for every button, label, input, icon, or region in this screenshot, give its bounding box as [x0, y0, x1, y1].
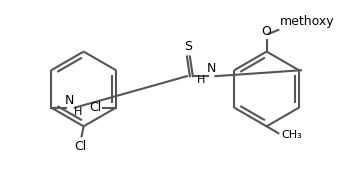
Text: N: N — [207, 62, 216, 75]
Text: H: H — [197, 75, 205, 85]
Text: H: H — [74, 107, 82, 117]
Text: CH₃: CH₃ — [281, 130, 302, 140]
Text: S: S — [184, 40, 192, 52]
Text: Cl: Cl — [74, 140, 87, 153]
Text: N: N — [64, 94, 74, 107]
Text: O: O — [262, 25, 272, 38]
Text: Cl: Cl — [89, 101, 101, 114]
Text: methoxy: methoxy — [280, 15, 335, 28]
